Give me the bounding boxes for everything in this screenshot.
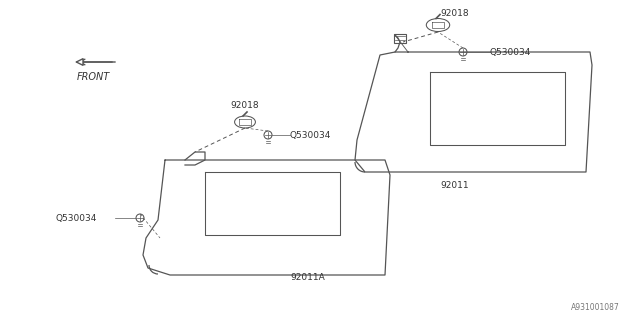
Text: Q530034: Q530034 — [490, 47, 531, 57]
Text: Q530034: Q530034 — [290, 131, 332, 140]
Text: Q530034: Q530034 — [55, 213, 97, 222]
Text: 92011A: 92011A — [290, 273, 324, 282]
Bar — [394, 34, 406, 43]
Text: 92018: 92018 — [230, 101, 259, 110]
Text: 92018: 92018 — [441, 9, 469, 18]
Text: A931001087: A931001087 — [572, 303, 620, 312]
Text: 92011: 92011 — [440, 180, 468, 189]
Text: FRONT: FRONT — [76, 72, 109, 82]
